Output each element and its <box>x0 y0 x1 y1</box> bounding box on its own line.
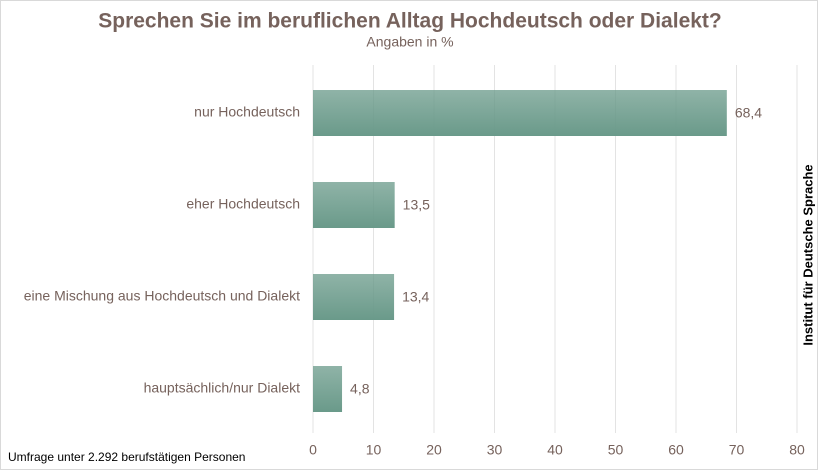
value-label: 68,4 <box>735 105 762 121</box>
source: Institut für Deutsche Sprache <box>800 164 815 345</box>
value-label: 4,8 <box>350 381 370 397</box>
bar <box>313 274 395 320</box>
x-tick-label: 40 <box>547 442 563 458</box>
chart-title: Sprechen Sie im beruflichen Alltag Hochd… <box>98 10 722 33</box>
chart-subtitle: Angaben in % <box>366 34 453 50</box>
x-tick-label: 70 <box>729 442 745 458</box>
x-tick-label: 30 <box>487 442 503 458</box>
y-tick-label: eher Hochdeutsch <box>186 196 300 212</box>
x-tick-label: 20 <box>426 442 442 458</box>
y-tick-label: eine Mischung aus Hochdeutsch und Dialek… <box>24 288 300 304</box>
value-label: 13,5 <box>403 197 430 213</box>
x-tick-label: 60 <box>668 442 684 458</box>
x-tick-label: 50 <box>608 442 624 458</box>
value-label: 13,4 <box>402 289 429 305</box>
footnote: Umfrage unter 2.292 berufstätigen Person… <box>8 450 245 464</box>
x-tick-label: 80 <box>789 442 805 458</box>
y-tick-label: hauptsächlich/nur Dialekt <box>144 380 301 396</box>
bar <box>313 90 727 136</box>
bar <box>313 366 343 412</box>
y-tick-label: nur Hochdeutsch <box>194 104 300 120</box>
x-tick-label: 10 <box>366 442 382 458</box>
bar <box>313 182 395 228</box>
x-tick-label: 0 <box>309 442 317 458</box>
